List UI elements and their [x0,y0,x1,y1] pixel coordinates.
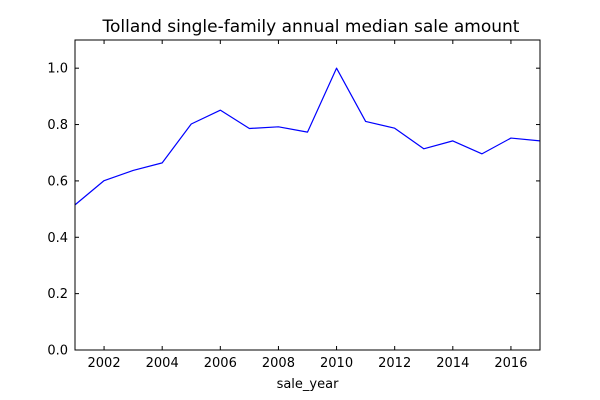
plot-area: 2002 2004 2006 2008 2010 2012 2014 2016 0.0 0.2 0.… [47,39,541,371]
y-tick-label-2: 0.4 [47,231,68,246]
y-tick-label-4: 0.8 [47,118,68,133]
y-tick-label-3: 0.6 [47,174,68,189]
x-tick-label-2008: 2008 [262,356,295,371]
x-tick-label-2010: 2010 [320,356,353,371]
x-tick-label-2014: 2014 [436,356,469,371]
y-tick-label-5: 1.0 [47,62,68,77]
axes-frame [74,39,541,351]
x-tick-label-2016: 2016 [494,356,527,371]
y-tick-label-1: 0.2 [47,287,68,302]
x-tick-label-2006: 2006 [204,356,237,371]
series-line [74,67,541,206]
x-tick-label-2004: 2004 [146,356,179,371]
x-tick-label-2012: 2012 [378,356,411,371]
y-tick-label-0: 0.0 [47,344,68,359]
x-axis-label: sale_year [277,377,340,392]
chart-title: Tolland single-family annual median sale… [102,17,520,37]
x-tick-label-2002: 2002 [88,356,121,371]
